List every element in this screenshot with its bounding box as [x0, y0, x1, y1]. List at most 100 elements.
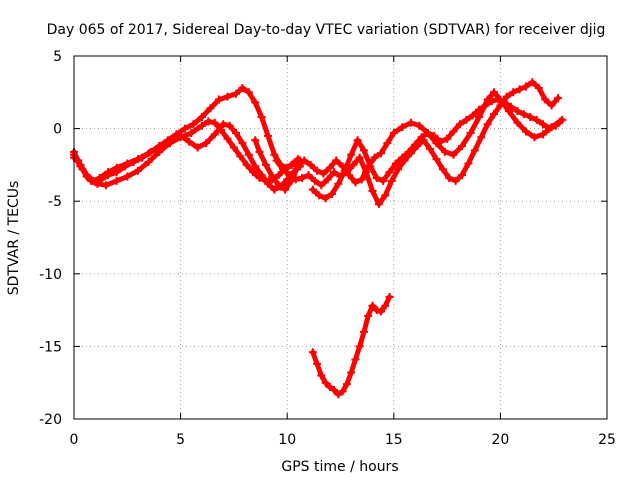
data-point: [300, 156, 309, 165]
data-point: [238, 139, 247, 148]
data-point: [398, 123, 407, 132]
data-point: [84, 173, 93, 182]
data-point: [519, 110, 528, 119]
grid: [74, 56, 607, 419]
data-point: [526, 112, 535, 121]
data-point: [513, 107, 522, 116]
data-point: [515, 85, 524, 94]
data-point: [270, 150, 279, 159]
y-tick-label: -5: [48, 194, 62, 210]
data-point: [470, 146, 479, 155]
data-point: [93, 179, 102, 188]
data-point: [210, 130, 219, 139]
data-point: [123, 159, 132, 168]
data-point: [494, 95, 503, 104]
data-point: [545, 124, 554, 133]
x-axis-ticks: 0 5 10 15 20 25: [70, 56, 616, 448]
data-point: [261, 160, 270, 169]
data-point: [500, 98, 509, 107]
data-point: [244, 88, 253, 97]
data-point: [340, 166, 349, 175]
data-point: [368, 301, 377, 310]
data-point: [197, 112, 206, 121]
data-point: [372, 306, 381, 315]
data-point: [342, 380, 351, 389]
data-point: [313, 359, 322, 368]
data-point: [251, 98, 260, 107]
data-point: [374, 200, 383, 209]
data-point: [477, 133, 486, 142]
data-point: [509, 88, 518, 97]
data-point: [319, 169, 328, 178]
data-point: [244, 150, 253, 159]
x-tick-label: 25: [598, 432, 616, 448]
data-point: [298, 173, 307, 182]
data-point: [502, 92, 511, 101]
data-point: [330, 168, 339, 177]
data-point: [306, 160, 315, 169]
data-point: [251, 162, 260, 171]
data-point: [436, 137, 445, 146]
data-point: [185, 137, 194, 146]
data-point: [242, 160, 251, 169]
data-point: [558, 115, 567, 124]
data-point: [347, 368, 356, 377]
data-point: [387, 176, 396, 185]
y-axis-ticks: -20 -15 -10 -5 0 5: [39, 49, 607, 428]
data-point: [475, 112, 484, 121]
data-point: [547, 101, 556, 110]
data-point: [308, 348, 317, 357]
data-point: [521, 82, 530, 91]
data-point: [377, 149, 386, 158]
data-point: [481, 101, 490, 110]
data-point: [274, 181, 283, 190]
data-point: [359, 327, 368, 336]
data-point: [76, 162, 85, 171]
data-point: [332, 156, 341, 165]
data-point: [411, 140, 420, 149]
data-point: [334, 179, 343, 188]
data-point: [112, 163, 121, 172]
data-point: [541, 95, 550, 104]
data-point: [539, 130, 548, 139]
data-point: [504, 107, 513, 116]
data-point: [249, 168, 258, 177]
data-point: [325, 383, 334, 392]
data-point: [449, 127, 458, 136]
data-point: [385, 293, 394, 302]
data-point: [462, 115, 471, 124]
data-point: [379, 176, 388, 185]
data-point: [315, 191, 324, 200]
data-point: [317, 371, 326, 380]
data-point: [293, 162, 302, 171]
data-point: [278, 165, 287, 174]
data-point: [528, 78, 537, 87]
data-point: [423, 128, 432, 137]
data-point: [144, 157, 153, 166]
data-point: [204, 117, 213, 126]
data-point: [539, 120, 548, 129]
x-tick-label: 0: [70, 432, 79, 448]
data-point: [415, 121, 424, 130]
data-point: [487, 97, 496, 106]
data-point: [133, 166, 142, 175]
data-point: [330, 385, 339, 394]
data-point: [347, 150, 356, 159]
data-point: [264, 179, 273, 188]
data-point: [366, 162, 375, 171]
data-point: [232, 89, 241, 98]
data-point: [370, 153, 379, 162]
data-point: [398, 153, 407, 162]
data-point: [293, 155, 302, 164]
x-tick-label: 10: [278, 432, 296, 448]
data-point: [364, 311, 373, 320]
data-point: [317, 181, 326, 190]
data-point: [287, 160, 296, 169]
data-point: [451, 176, 460, 185]
data-point: [272, 156, 281, 165]
data-point: [232, 128, 241, 137]
data-point: [351, 178, 360, 187]
data-point: [95, 173, 104, 182]
data-point: [334, 390, 343, 399]
